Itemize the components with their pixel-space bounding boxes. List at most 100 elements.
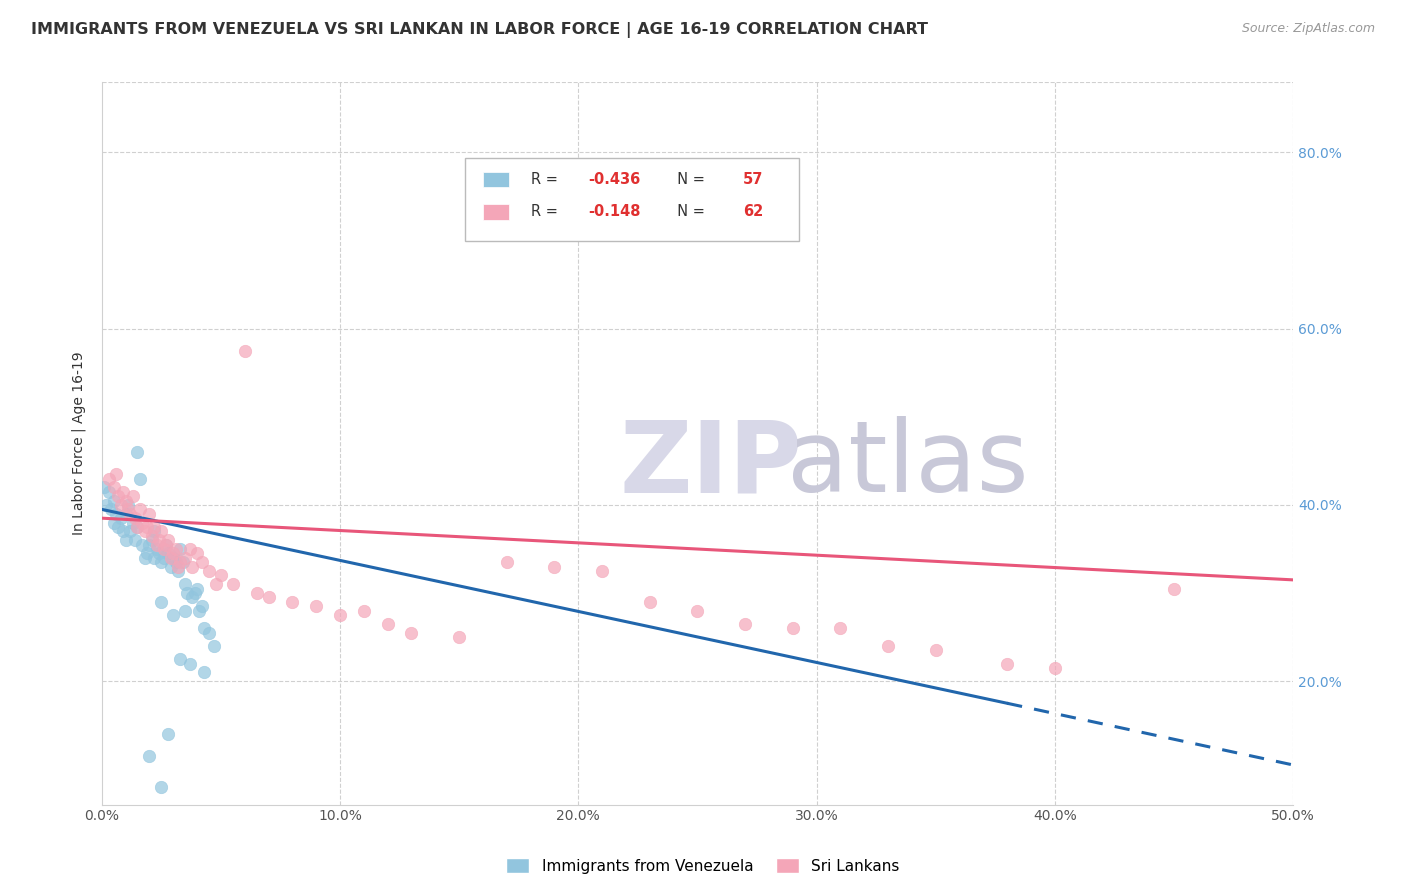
- Point: [181, 559, 204, 574]
- Point: [103, 480, 125, 494]
- Point: [157, 727, 180, 741]
- Point: [134, 524, 156, 539]
- Text: -0.148: -0.148: [588, 204, 640, 219]
- Y-axis label: In Labor Force | Age 16-19: In Labor Force | Age 16-19: [72, 351, 86, 535]
- Point: [145, 538, 167, 552]
- Point: [93, 480, 115, 494]
- Bar: [482, 171, 509, 187]
- Point: [105, 507, 128, 521]
- Point: [543, 559, 565, 574]
- Point: [329, 608, 352, 623]
- Point: [162, 550, 184, 565]
- Point: [155, 538, 177, 552]
- Point: [191, 599, 214, 614]
- Point: [159, 559, 181, 574]
- Point: [353, 604, 375, 618]
- Point: [193, 665, 215, 680]
- Point: [174, 577, 197, 591]
- Point: [155, 538, 177, 552]
- Point: [117, 502, 139, 516]
- Text: N =: N =: [668, 204, 709, 219]
- Point: [638, 595, 661, 609]
- Point: [281, 595, 304, 609]
- Text: R =: R =: [530, 172, 562, 187]
- Point: [162, 608, 184, 623]
- Point: [148, 546, 170, 560]
- Point: [145, 541, 167, 556]
- Point: [162, 546, 184, 560]
- Point: [131, 538, 153, 552]
- Point: [181, 591, 204, 605]
- Point: [159, 550, 181, 565]
- Text: IMMIGRANTS FROM VENEZUELA VS SRI LANKAN IN LABOR FORCE | AGE 16-19 CORRELATION C: IMMIGRANTS FROM VENEZUELA VS SRI LANKAN …: [31, 22, 928, 38]
- Point: [143, 550, 166, 565]
- Point: [112, 524, 135, 539]
- Point: [193, 621, 215, 635]
- Point: [169, 555, 191, 569]
- Point: [222, 577, 245, 591]
- Point: [172, 555, 194, 569]
- Point: [127, 445, 149, 459]
- Point: [157, 546, 180, 560]
- Point: [114, 493, 136, 508]
- Point: [179, 541, 201, 556]
- Point: [128, 471, 150, 485]
- Point: [1043, 661, 1066, 675]
- Point: [121, 516, 143, 530]
- Point: [191, 555, 214, 569]
- Point: [167, 564, 190, 578]
- Point: [152, 550, 174, 565]
- Point: [377, 616, 399, 631]
- Point: [167, 559, 190, 574]
- Text: -0.436: -0.436: [588, 172, 640, 187]
- Legend: Immigrants from Venezuela, Sri Lankans: Immigrants from Venezuela, Sri Lankans: [501, 852, 905, 880]
- Text: Source: ZipAtlas.com: Source: ZipAtlas.com: [1241, 22, 1375, 36]
- Text: ZIP: ZIP: [620, 417, 803, 514]
- Point: [233, 343, 256, 358]
- Point: [136, 520, 159, 534]
- Point: [103, 516, 125, 530]
- Text: 57: 57: [742, 172, 763, 187]
- Point: [97, 471, 120, 485]
- Point: [150, 555, 173, 569]
- Point: [183, 586, 205, 600]
- Point: [138, 538, 160, 552]
- Point: [120, 524, 142, 539]
- Point: [128, 502, 150, 516]
- Point: [127, 520, 149, 534]
- Point: [134, 550, 156, 565]
- Point: [1163, 582, 1185, 596]
- Point: [205, 577, 228, 591]
- Point: [169, 652, 191, 666]
- Point: [143, 524, 166, 539]
- Point: [734, 616, 756, 631]
- Point: [782, 621, 804, 635]
- Text: 62: 62: [742, 204, 763, 219]
- Text: N =: N =: [668, 172, 709, 187]
- Point: [924, 643, 946, 657]
- Point: [179, 657, 201, 671]
- Point: [686, 604, 709, 618]
- Point: [117, 498, 139, 512]
- Point: [305, 599, 328, 614]
- Point: [96, 498, 118, 512]
- Bar: [482, 204, 509, 220]
- Point: [107, 520, 129, 534]
- Point: [449, 630, 471, 644]
- Point: [148, 533, 170, 548]
- Point: [97, 484, 120, 499]
- Point: [165, 541, 187, 556]
- Point: [188, 604, 211, 618]
- Point: [176, 586, 198, 600]
- Point: [114, 507, 136, 521]
- Point: [198, 625, 221, 640]
- Point: [131, 516, 153, 530]
- Point: [257, 591, 280, 605]
- Point: [495, 555, 517, 569]
- Bar: [465, 158, 799, 241]
- Point: [138, 749, 160, 764]
- Point: [138, 507, 160, 521]
- Point: [112, 484, 135, 499]
- Point: [110, 498, 132, 512]
- Point: [107, 489, 129, 503]
